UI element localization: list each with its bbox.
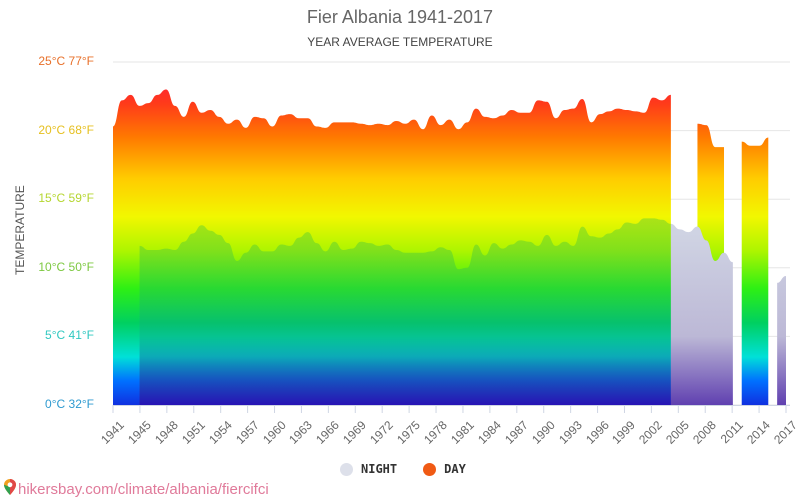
y-tick-label: 15°C 59°F bbox=[38, 191, 94, 206]
y-tick-label: 20°C 68°F bbox=[38, 122, 94, 137]
x-axis-line bbox=[112, 405, 790, 413]
night-series-area bbox=[139, 218, 786, 405]
source-url: hikersbay.com/climate/albania/fiercifci bbox=[18, 480, 269, 498]
legend-item-night[interactable]: NIGHT bbox=[340, 462, 397, 476]
y-tick-label: 10°C 50°F bbox=[38, 259, 94, 274]
legend-day-label: DAY bbox=[444, 462, 466, 476]
chart-subtitle: YEAR AVERAGE TEMPERATURE bbox=[307, 35, 493, 49]
source-link[interactable]: hikersbay.com/climate/albania/fiercifci bbox=[4, 479, 269, 499]
legend-night-label: NIGHT bbox=[361, 462, 398, 476]
y-tick-label: 25°C 77°F bbox=[38, 54, 94, 68]
chart-title: Fier Albania 1941-2017 bbox=[306, 7, 494, 27]
chart-legend: NIGHT DAY bbox=[340, 462, 466, 476]
night-legend-dot-icon bbox=[340, 462, 353, 476]
legend-item-day[interactable]: DAY bbox=[423, 462, 466, 476]
day-legend-dot-icon bbox=[423, 462, 437, 476]
y-tick-label: 5°C 41°F bbox=[45, 328, 94, 343]
map-pin-icon bbox=[4, 479, 16, 499]
y-tick-label: 0°C 32°F bbox=[45, 397, 94, 411]
